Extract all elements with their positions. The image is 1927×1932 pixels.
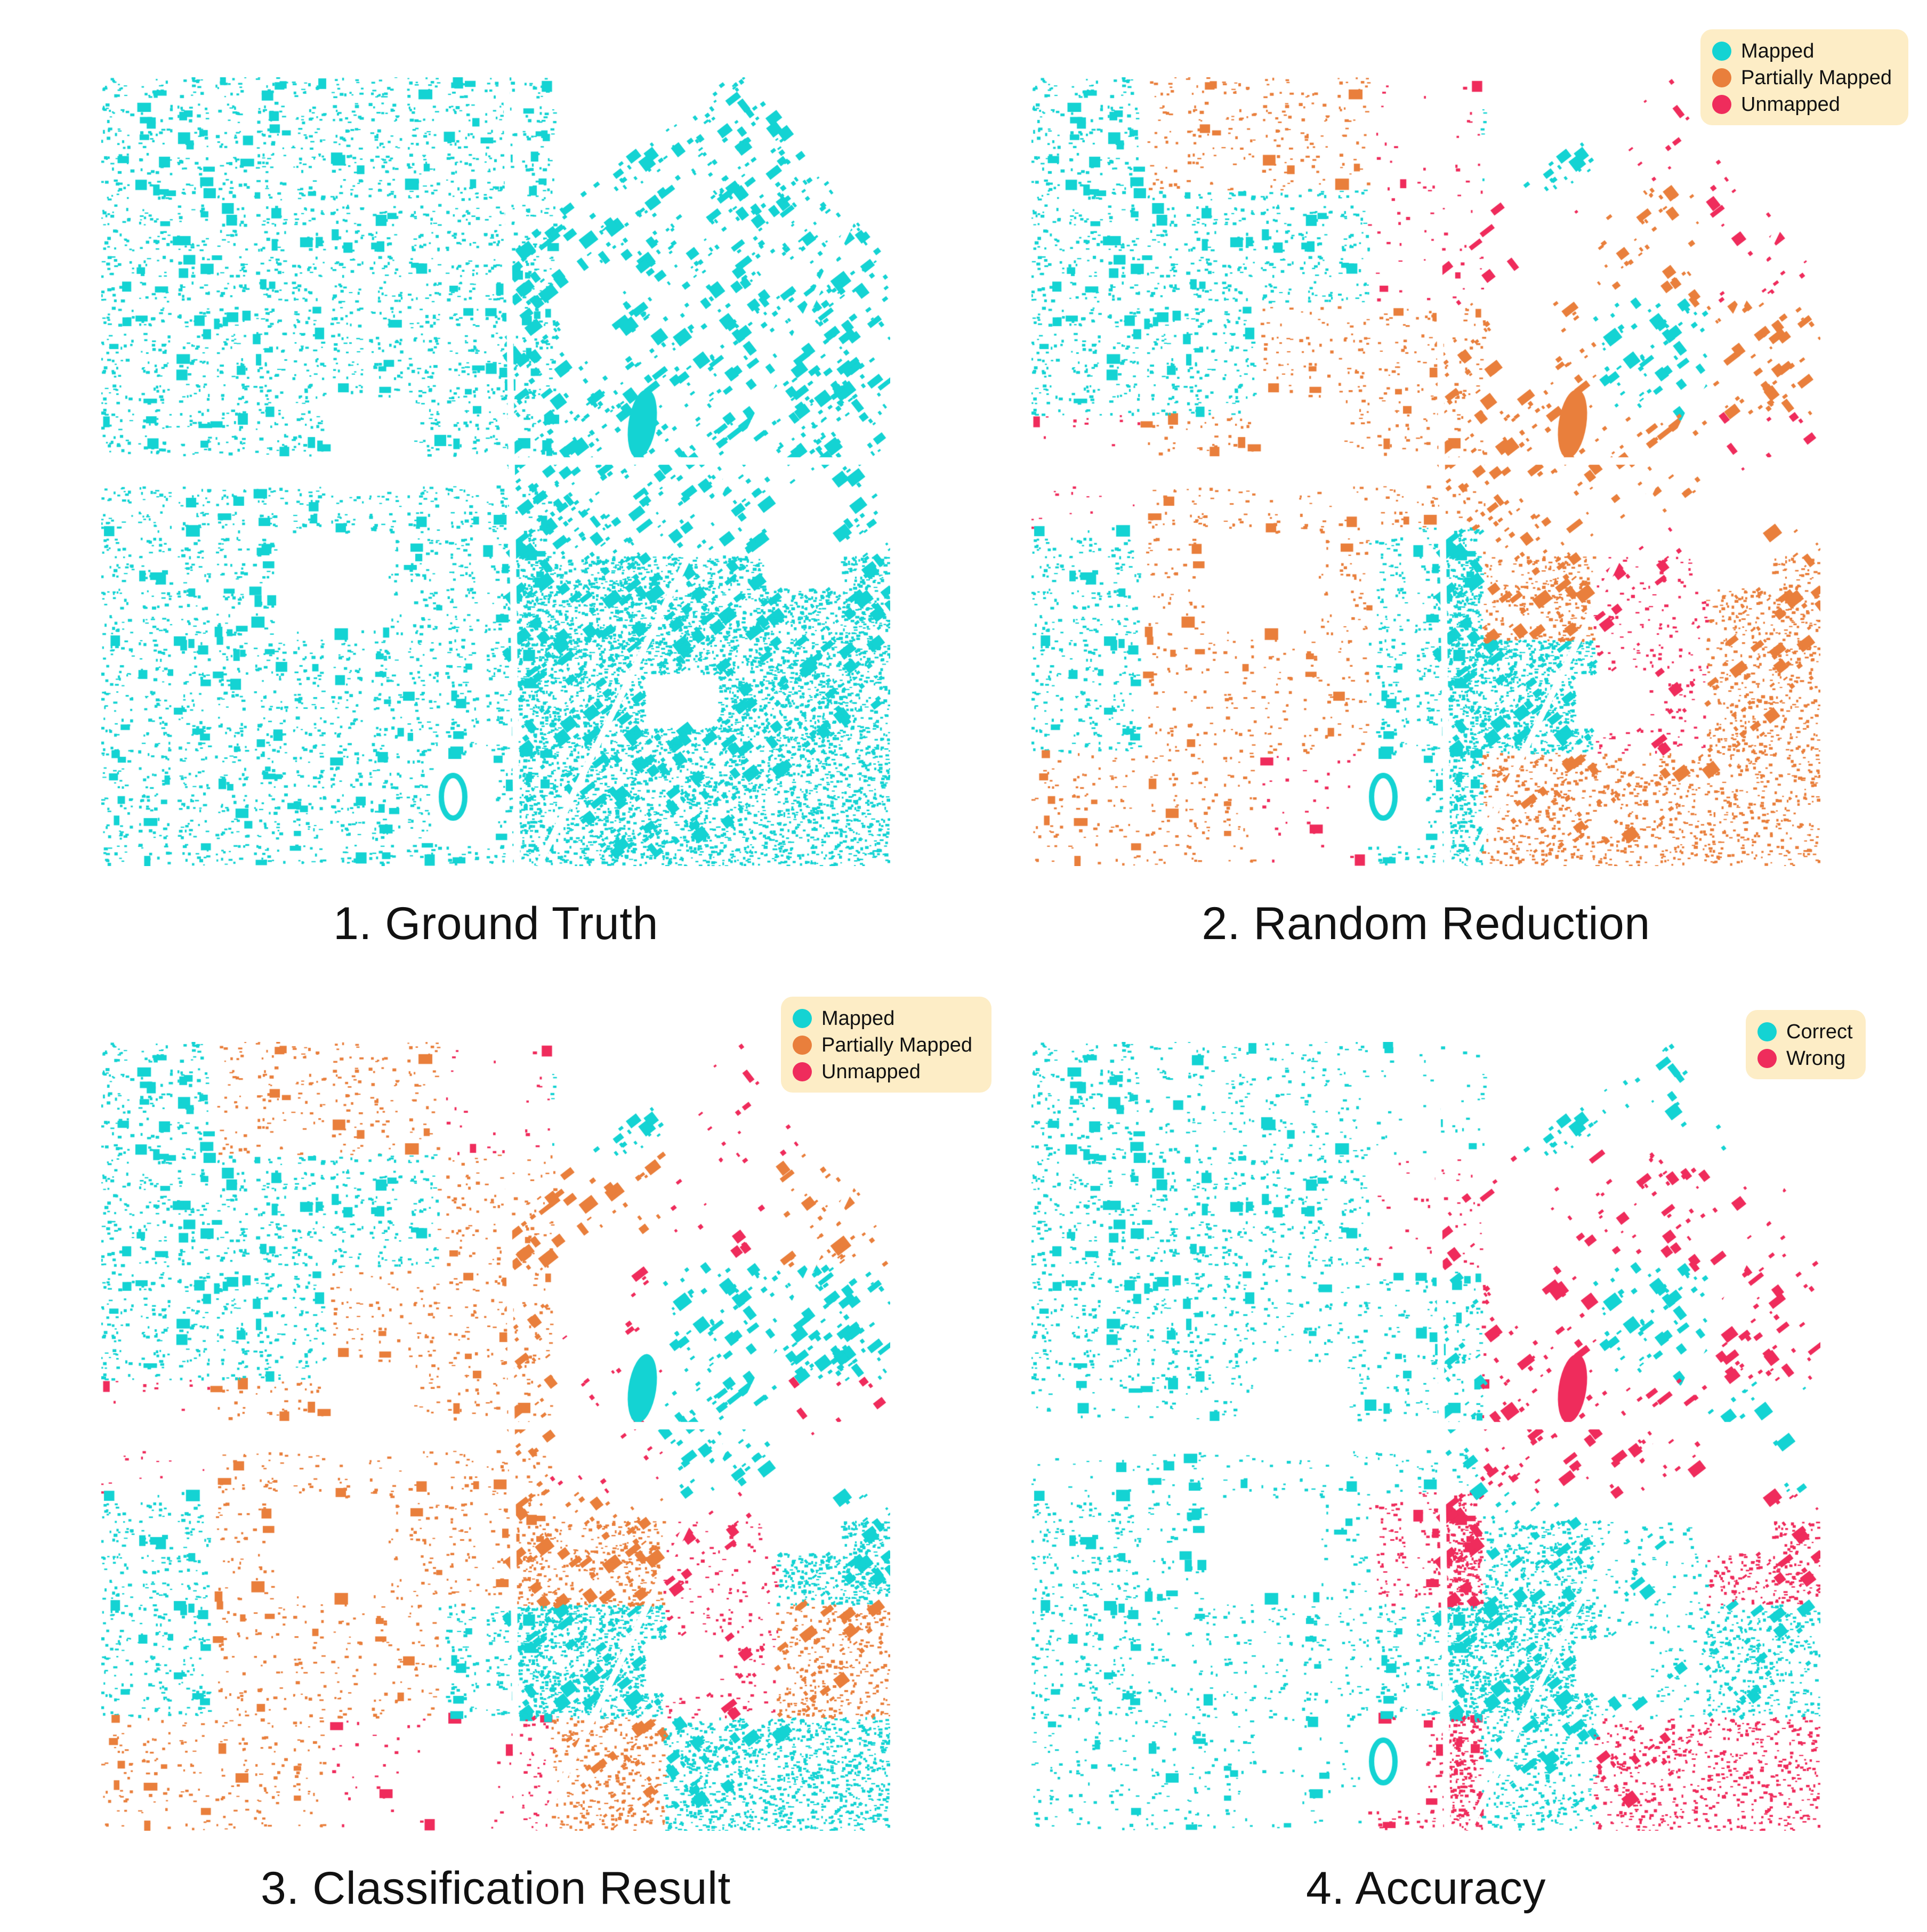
caption-random-reduction: 2. Random Reduction: [1202, 898, 1650, 949]
partially-mapped-swatch-icon: [1712, 68, 1731, 87]
legend-label: Partially Mapped: [821, 1033, 973, 1056]
mapped-swatch-icon: [1712, 42, 1731, 61]
classification-result-map: [101, 1042, 890, 1831]
caption-ground-truth: 1. Ground Truth: [333, 898, 658, 949]
unmapped-swatch-icon: [1712, 95, 1731, 114]
accuracy-map: [1031, 1042, 1820, 1831]
ground-truth-map: [101, 77, 890, 866]
legend-random-reduction: Mapped Partially Mapped Unmapped: [1700, 29, 1908, 125]
legend-label: Mapped: [821, 1007, 895, 1030]
caption-classification-result: 3. Classification Result: [261, 1863, 731, 1914]
legend-item-partially-mapped: Partially Mapped: [793, 1032, 980, 1058]
unmapped-swatch-icon: [793, 1062, 812, 1081]
wrong-swatch-icon: [1757, 1049, 1777, 1068]
legend-label: Unmapped: [821, 1060, 921, 1083]
legend-item-correct: Correct: [1757, 1018, 1854, 1045]
legend-classification-result: Mapped Partially Mapped Unmapped: [781, 997, 991, 1093]
legend-item-partially-mapped: Partially Mapped: [1712, 64, 1897, 91]
correct-swatch-icon: [1757, 1022, 1777, 1041]
partially-mapped-swatch-icon: [793, 1036, 812, 1055]
legend-label: Mapped: [1741, 39, 1815, 62]
legend-item-unmapped: Unmapped: [793, 1058, 980, 1085]
legend-item-wrong: Wrong: [1757, 1045, 1854, 1072]
caption-accuracy: 4. Accuracy: [1305, 1863, 1546, 1914]
legend-label: Wrong: [1786, 1047, 1846, 1070]
legend-item-unmapped: Unmapped: [1712, 91, 1897, 118]
legend-label: Correct: [1786, 1020, 1853, 1043]
legend-item-mapped: Mapped: [1712, 38, 1897, 64]
legend-label: Unmapped: [1741, 93, 1840, 116]
legend-accuracy: Correct Wrong: [1746, 1010, 1866, 1079]
mapped-swatch-icon: [793, 1009, 812, 1028]
legend-item-mapped: Mapped: [793, 1005, 980, 1032]
legend-label: Partially Mapped: [1741, 66, 1892, 89]
random-reduction-map: [1031, 77, 1820, 866]
